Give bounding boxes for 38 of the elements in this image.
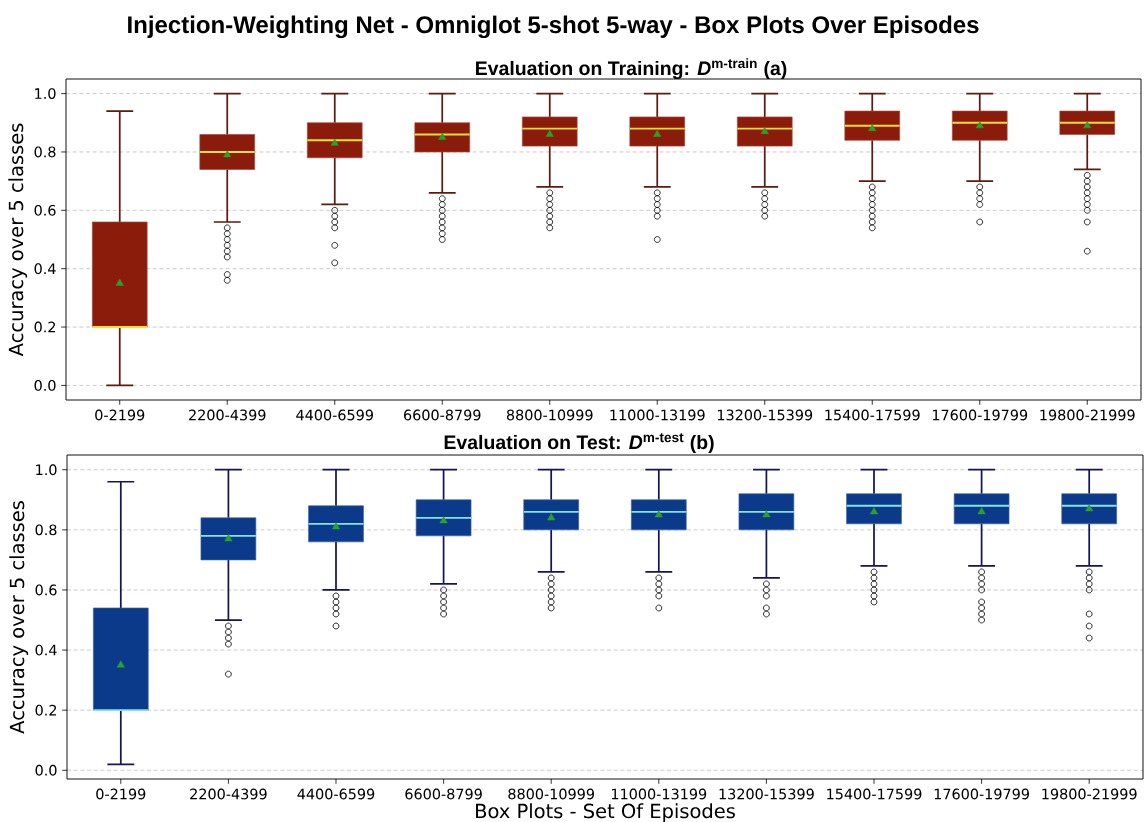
x-tick-label: 4400-6599 [296, 409, 373, 421]
x-tick-label: 8800-10999 [506, 409, 593, 421]
x-tick-label: 4400-6599 [297, 788, 375, 800]
y-tick-label: 0.8 [35, 524, 57, 536]
x-tick-label: 6600-8799 [404, 409, 481, 421]
y-tick-label: 1.0 [36, 464, 57, 476]
y-tick-label: 0.6 [35, 584, 57, 596]
x-tick-label: 17600-19799 [934, 788, 1029, 800]
chart-subtitle: Evaluation on Training: D$^{m-train}$ (a) [476, 58, 787, 80]
y-tick-label: 0.6 [34, 204, 56, 216]
y-tick-label: 0.4 [35, 644, 57, 656]
y-tick-label: 0.0 [35, 764, 57, 776]
y-tick-label: 1.0 [35, 88, 56, 100]
x-axis-title: Box Plots - Set Of Episodes [476, 803, 735, 822]
x-tick-label: 15400-17599 [827, 788, 922, 800]
x-tick-label: 19800-21999 [1042, 788, 1137, 800]
x-tick-label: 17600-19799 [932, 409, 1028, 421]
x-tick-label: 15400-17599 [825, 409, 920, 421]
x-tick-label: 6600-8799 [405, 788, 482, 800]
y-axis-title: Accuracy over 5 classes [9, 501, 29, 734]
x-tick-label: 2200-4399 [190, 788, 267, 800]
y-tick-label: 0.2 [35, 704, 57, 716]
x-tick-label: 19800-21999 [1040, 409, 1135, 421]
x-tick-label: 0-2199 [96, 788, 146, 800]
y-axis-title: Accuracy over 5 classes [8, 123, 28, 357]
x-tick-label: 13200-15399 [717, 409, 813, 421]
chart-title: Injection-Weighting Net - Omniglot 5-shot 5-way - Box Plots Over Episodes [128, 15, 979, 39]
x-tick-label: 11000-13199 [611, 788, 707, 800]
x-tick-label: 8800-10999 [508, 788, 594, 800]
y-tick-label: 0.2 [34, 321, 56, 333]
y-tick-label: 0.8 [34, 146, 56, 158]
y-tick-label: 0.4 [34, 263, 56, 275]
x-tick-label: 2200-4399 [189, 409, 266, 421]
x-tick-label: 13200-15399 [719, 788, 814, 800]
y-tick-label: 0.0 [34, 379, 56, 391]
x-tick-label: 11000-13199 [610, 409, 705, 421]
chart-title: Evaluation on Test: D$^{m-test}$ (b) [444, 433, 714, 454]
x-tick-label: 0-2199 [95, 409, 145, 421]
